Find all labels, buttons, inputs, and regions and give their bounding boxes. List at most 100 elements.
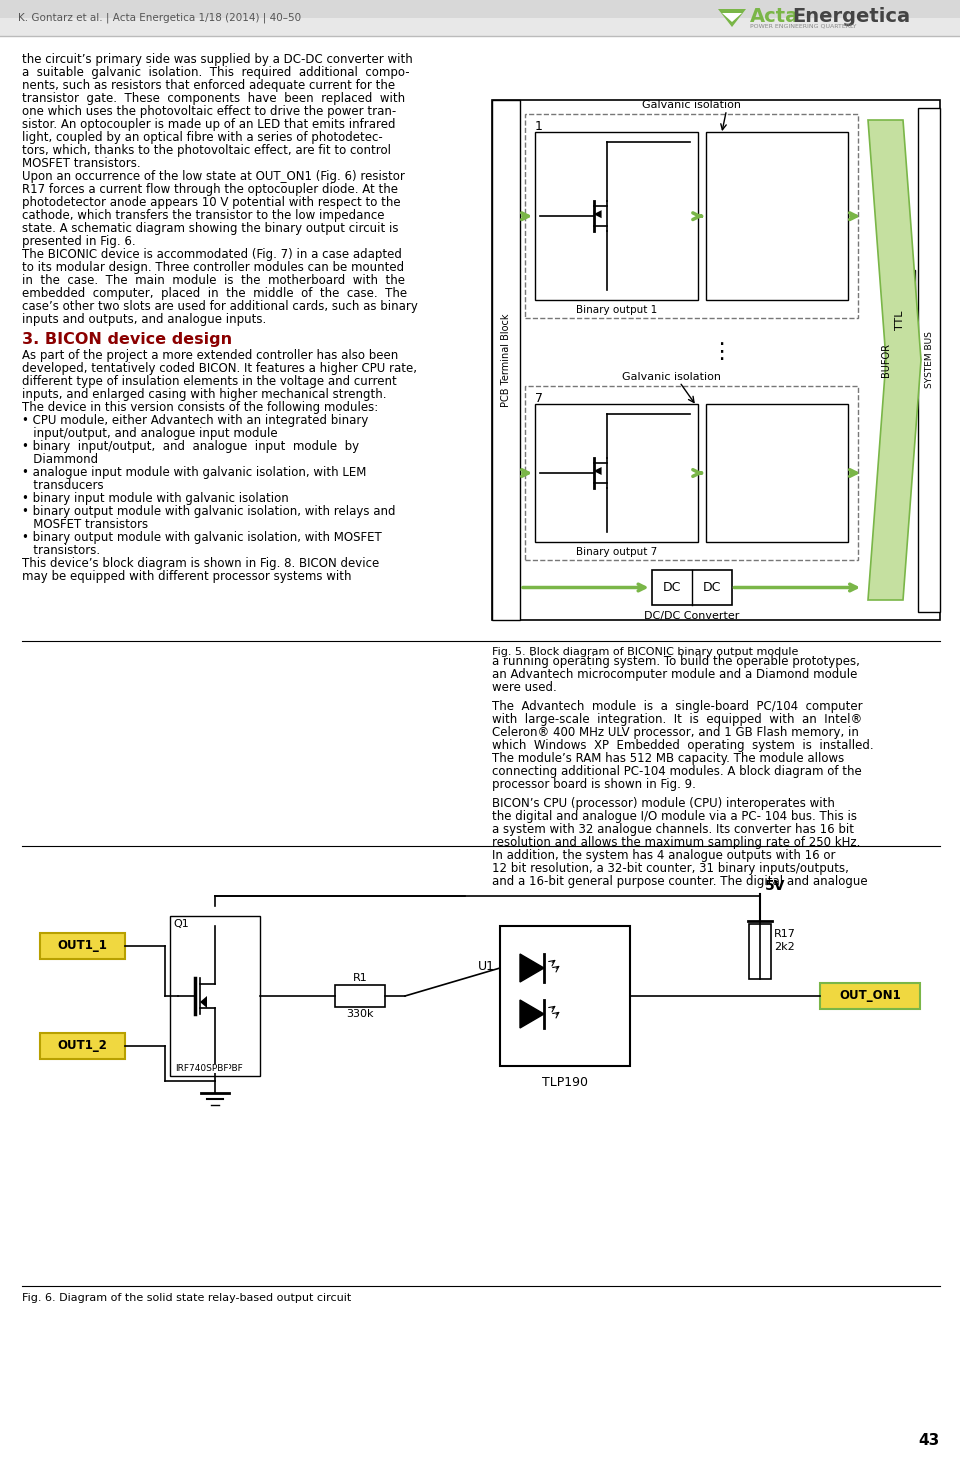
Text: 7: 7 <box>535 393 543 404</box>
Text: Galvanic isolation: Galvanic isolation <box>622 372 721 382</box>
Text: with  large-scale  integration.  It  is  equipped  with  an  Intel®: with large-scale integration. It is equi… <box>492 713 862 726</box>
Text: Acta: Acta <box>750 6 800 25</box>
Text: a  suitable  galvanic  isolation.  This  required  additional  compo-: a suitable galvanic isolation. This requ… <box>22 66 410 80</box>
Text: different type of insulation elements in the voltage and current: different type of insulation elements in… <box>22 375 396 388</box>
Bar <box>707 404 848 542</box>
Polygon shape <box>868 120 921 601</box>
Text: which  Windows  XP  Embedded  operating  system  is  installed.: which Windows XP Embedded operating syst… <box>492 739 874 751</box>
Bar <box>40 1033 125 1058</box>
Bar <box>492 100 940 620</box>
Text: R17 forces a current flow through the optocoupler diode. At the: R17 forces a current flow through the op… <box>22 183 398 196</box>
Text: TLP190: TLP190 <box>542 1076 588 1089</box>
Text: resolution and allows the maximum sampling rate of 250 kHz.: resolution and allows the maximum sampli… <box>492 835 860 849</box>
Text: nents, such as resistors that enforced adequate current for the: nents, such as resistors that enforced a… <box>22 80 396 92</box>
Text: in  the  case.  The  main  module  is  the  motherboard  with  the: in the case. The main module is the moth… <box>22 275 405 286</box>
Text: Fig. 6. Diagram of the solid state relay-based output circuit: Fig. 6. Diagram of the solid state relay… <box>22 1293 351 1303</box>
Bar <box>500 925 630 1066</box>
Polygon shape <box>718 9 746 27</box>
Text: 1: 1 <box>535 120 542 133</box>
Text: 2k2: 2k2 <box>774 942 795 952</box>
Text: Diammond: Diammond <box>22 453 98 466</box>
Bar <box>0 0 960 35</box>
Bar <box>885 270 915 370</box>
Text: to its modular design. Three controller modules can be mounted: to its modular design. Three controller … <box>22 261 404 275</box>
Text: inputs, and enlarged casing with higher mechanical strength.: inputs, and enlarged casing with higher … <box>22 388 387 401</box>
Text: POWER ENGINEERING QUARTERLY: POWER ENGINEERING QUARTERLY <box>750 24 856 28</box>
Text: Galvanic isolation: Galvanic isolation <box>642 100 741 111</box>
Text: cathode, which transfers the transistor to the low impedance: cathode, which transfers the transistor … <box>22 210 385 221</box>
Text: Binary output 1: Binary output 1 <box>576 306 658 316</box>
Bar <box>749 924 771 979</box>
Polygon shape <box>200 996 207 1008</box>
Text: a system with 32 analogue channels. Its converter has 16 bit: a system with 32 analogue channels. Its … <box>492 824 854 835</box>
Text: photodetector anode appears 10 V potential with respect to the: photodetector anode appears 10 V potenti… <box>22 196 400 210</box>
Text: I: I <box>205 1064 208 1073</box>
Bar <box>918 108 940 613</box>
Text: and a 16-bit general purpose counter. The digital and analogue: and a 16-bit general purpose counter. Th… <box>492 875 868 889</box>
Text: embedded  computer,  placed  in  the  middle  of  the  case.  The: embedded computer, placed in the middle … <box>22 286 407 300</box>
Bar <box>492 100 520 620</box>
Polygon shape <box>593 210 602 218</box>
Text: Fig. 5. Block diagram of BICONIC binary output module: Fig. 5. Block diagram of BICONIC binary … <box>492 646 799 657</box>
Text: Energetica: Energetica <box>792 6 910 25</box>
Polygon shape <box>520 953 544 982</box>
Text: BICON’s CPU (processor) module (CPU) interoperates with: BICON’s CPU (processor) module (CPU) int… <box>492 797 835 810</box>
Text: OUT_ON1: OUT_ON1 <box>839 989 900 1002</box>
Text: transistor  gate.  These  components  have  been  replaced  with: transistor gate. These components have b… <box>22 92 405 105</box>
Text: U1: U1 <box>478 959 495 973</box>
Text: 43: 43 <box>919 1433 940 1448</box>
Text: Celeron® 400 MHz ULV processor, and 1 GB Flash memory, in: Celeron® 400 MHz ULV processor, and 1 GB… <box>492 726 859 739</box>
Text: Binary output 7: Binary output 7 <box>576 548 658 556</box>
Text: sistor. An optocoupler is made up of an LED that emits infrared: sistor. An optocoupler is made up of an … <box>22 118 396 131</box>
Text: were used.: were used. <box>492 680 557 694</box>
Text: an Advantech microcomputer module and a Diamond module: an Advantech microcomputer module and a … <box>492 669 857 680</box>
Text: the circuit’s primary side was supplied by a DC-DC converter with: the circuit’s primary side was supplied … <box>22 53 413 66</box>
Text: The BICONIC device is accommodated (Fig. 7) in a case adapted: The BICONIC device is accommodated (Fig.… <box>22 248 402 261</box>
Polygon shape <box>593 466 602 475</box>
Bar <box>652 570 732 605</box>
Text: DC: DC <box>703 582 721 593</box>
Text: transistors.: transistors. <box>22 545 100 556</box>
Bar <box>535 131 698 301</box>
Text: ▲RF740SPBF: ▲RF740SPBF <box>186 1064 244 1073</box>
Text: tors, which, thanks to the photovoltaic effect, are fit to control: tors, which, thanks to the photovoltaic … <box>22 145 391 156</box>
Text: • CPU module, either Advantech with an integrated binary: • CPU module, either Advantech with an i… <box>22 413 369 427</box>
Text: R17: R17 <box>774 928 796 939</box>
Text: The  Advantech  module  is  a  single-board  PC/104  computer: The Advantech module is a single-board P… <box>492 700 863 713</box>
Bar <box>335 984 385 1007</box>
Text: processor board is shown in Fig. 9.: processor board is shown in Fig. 9. <box>492 778 696 791</box>
Text: 330k: 330k <box>347 1010 373 1018</box>
Text: connecting additional PC-104 modules. A block diagram of the: connecting additional PC-104 modules. A … <box>492 765 862 778</box>
Text: In addition, the system has 4 analogue outputs with 16 or: In addition, the system has 4 analogue o… <box>492 849 835 862</box>
Text: DC: DC <box>662 582 681 593</box>
Text: • binary input module with galvanic isolation: • binary input module with galvanic isol… <box>22 492 289 505</box>
Text: The device in this version consists of the following modules:: The device in this version consists of t… <box>22 401 378 413</box>
Text: This device’s block diagram is shown in Fig. 8. BICON device: This device’s block diagram is shown in … <box>22 556 379 570</box>
Text: input/output, and analogue input module: input/output, and analogue input module <box>22 427 277 440</box>
Bar <box>40 933 125 959</box>
Text: K. Gontarz et al. | Acta Energetica 1/18 (2014) | 40–50: K. Gontarz et al. | Acta Energetica 1/18… <box>18 13 301 24</box>
Text: • binary  input/output,  and  analogue  input  module  by: • binary input/output, and analogue inpu… <box>22 440 359 453</box>
Text: case’s other two slots are used for additional cards, such as binary: case’s other two slots are used for addi… <box>22 300 418 313</box>
Bar <box>820 983 920 1010</box>
Text: ⋮: ⋮ <box>710 342 732 362</box>
Text: PCB Terminal Block: PCB Terminal Block <box>501 313 511 407</box>
Text: OUT1_1: OUT1_1 <box>58 940 108 952</box>
Text: IRF740SPBF: IRF740SPBF <box>175 1064 228 1073</box>
Text: one which uses the photovoltaic effect to drive the power tran-: one which uses the photovoltaic effect t… <box>22 105 396 118</box>
Text: Q1: Q1 <box>173 920 189 928</box>
Text: MOSFET transistors: MOSFET transistors <box>22 518 148 531</box>
Polygon shape <box>520 1001 544 1027</box>
Bar <box>535 404 698 542</box>
Text: presented in Fig. 6.: presented in Fig. 6. <box>22 235 135 248</box>
Bar <box>525 114 858 319</box>
Text: state. A schematic diagram showing the binary output circuit is: state. A schematic diagram showing the b… <box>22 221 398 235</box>
Text: OUT1_2: OUT1_2 <box>58 1039 108 1052</box>
Text: 12 bit resolution, a 32-bit counter, 31 binary inputs/outputs,: 12 bit resolution, a 32-bit counter, 31 … <box>492 862 849 875</box>
Text: R1: R1 <box>352 973 368 983</box>
Text: may be equipped with different processor systems with: may be equipped with different processor… <box>22 570 351 583</box>
Text: TTL: TTL <box>895 310 905 329</box>
Bar <box>525 387 858 559</box>
Text: transducers: transducers <box>22 480 104 492</box>
Bar <box>0 18 960 35</box>
